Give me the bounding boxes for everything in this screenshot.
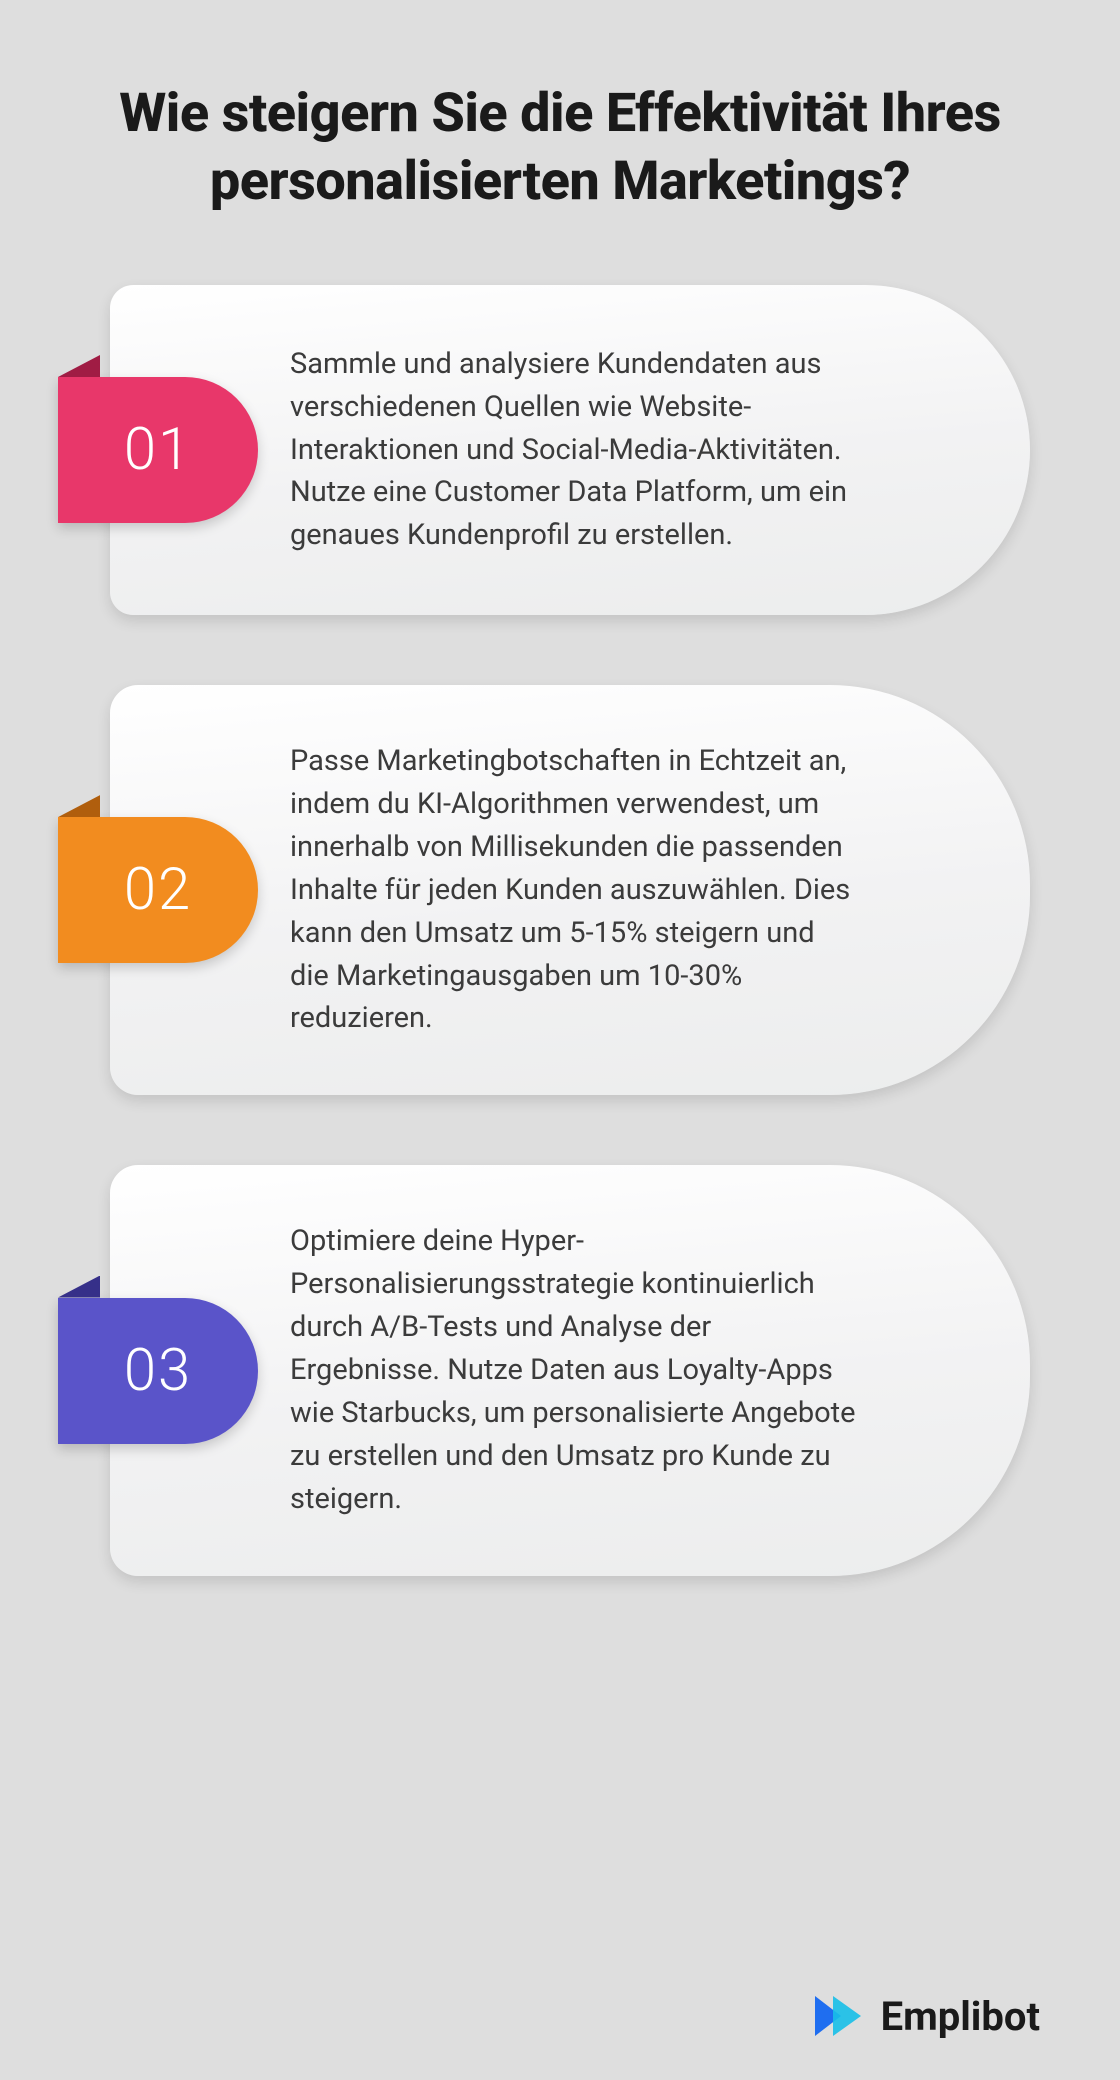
step-card: 03 Optimiere deine Hyper-Personalisierun… [110, 1165, 1050, 1575]
badge-body: 03 [58, 1298, 258, 1444]
brand-logo-icon [813, 1992, 867, 2040]
step-number: 01 [124, 416, 192, 484]
step-badge: 01 [58, 377, 258, 523]
badge-fold [58, 1276, 100, 1298]
step-text: Sammle und analysiere Kundendaten aus ve… [290, 343, 860, 558]
badge-body: 02 [58, 817, 258, 963]
badge-fold [58, 355, 100, 377]
step-card: 02 Passe Marketingbotschaften in Echtzei… [110, 685, 1050, 1095]
step-card: 01 Sammle und analysiere Kundendaten aus… [110, 285, 1050, 615]
step-badge: 02 [58, 817, 258, 963]
step-number: 03 [124, 1337, 192, 1405]
step-text: Passe Marketingbotschaften in Echtzeit a… [290, 740, 860, 1040]
brand-name: Emplibot [881, 1993, 1040, 2040]
steps-list: 01 Sammle und analysiere Kundendaten aus… [110, 285, 1050, 1576]
badge-fold [58, 795, 100, 817]
step-badge: 03 [58, 1298, 258, 1444]
page-title: Wie steigern Sie die Effektivität Ihres … [70, 80, 1050, 215]
badge-body: 01 [58, 377, 258, 523]
step-number: 02 [124, 856, 192, 924]
step-text: Optimiere deine Hyper-Personalisierungss… [290, 1220, 860, 1520]
brand-footer: Emplibot [70, 1942, 1050, 2040]
